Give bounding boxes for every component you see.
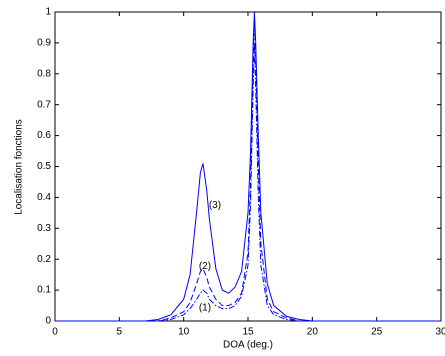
y-tick-label: 0.4 [37,192,51,203]
x-axis-label: DOA (deg.) [223,340,273,351]
series-label: (1) [199,303,211,314]
y-tick-label: 0.9 [37,38,51,49]
y-tick-label: 0.1 [37,285,51,296]
y-tick-label: 0.3 [37,223,51,234]
y-tick-label: 0.5 [37,161,51,172]
x-tick-label: 20 [307,327,319,338]
x-tick-label: 15 [242,327,254,338]
x-tick-label: 0 [52,327,58,338]
y-tick-label: 1 [45,7,51,18]
x-tick-label: 5 [117,327,123,338]
x-tick-label: 25 [371,327,383,338]
x-tick-label: 10 [178,327,190,338]
series-label: (2) [199,261,211,272]
y-tick-label: 0.2 [37,254,51,265]
y-axis-label: Localisation fonctions [14,119,25,215]
y-tick-label: 0 [45,316,51,327]
series-line [55,21,441,322]
x-tick-label: 30 [435,327,445,338]
plot-area [54,11,442,322]
series-line [55,42,441,322]
y-tick-label: 0.7 [37,99,51,110]
y-tick-label: 0.6 [37,130,51,141]
series-label: (3) [209,200,221,211]
series-line [55,11,441,322]
y-tick-label: 0.8 [37,68,51,79]
